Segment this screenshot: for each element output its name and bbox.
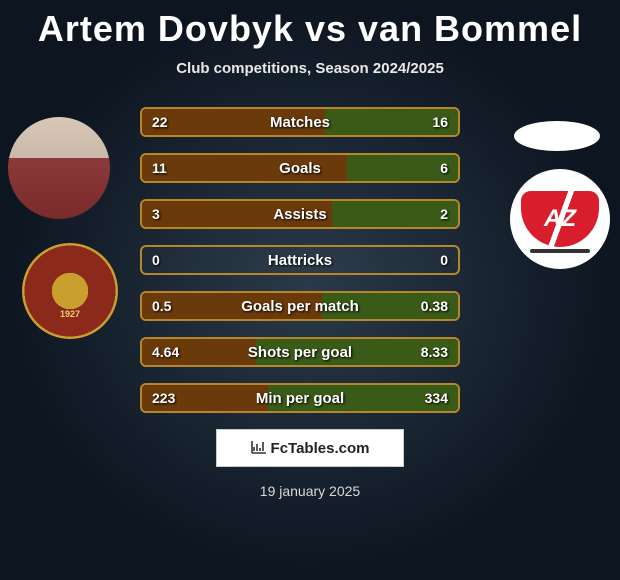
- stat-value-right: 8.33: [421, 344, 448, 360]
- stat-label: Matches: [270, 114, 330, 131]
- footer-brand-badge[interactable]: FcTables.com: [216, 429, 404, 467]
- stat-value-right: 2: [440, 206, 448, 222]
- face-placeholder-icon: [8, 117, 110, 219]
- club-right-logo: AZ: [510, 169, 610, 269]
- stat-value-left: 0: [152, 252, 160, 268]
- stat-value-left: 3: [152, 206, 160, 222]
- chart-icon: [251, 440, 267, 457]
- stat-bar: 22 16 Matches: [140, 107, 460, 137]
- player-left-photo: [8, 117, 110, 219]
- stat-bar: 4.64 8.33 Shots per goal: [140, 337, 460, 367]
- stat-label: Min per goal: [256, 390, 344, 407]
- stat-value-right: 6: [440, 160, 448, 176]
- subtitle: Club competitions, Season 2024/2025: [0, 60, 620, 77]
- stat-bar: 3 2 Assists: [140, 199, 460, 229]
- stat-bar: 0.5 0.38 Goals per match: [140, 291, 460, 321]
- az-text: AZ: [544, 205, 576, 233]
- stat-label: Hattricks: [268, 252, 332, 269]
- roma-badge-icon: 1927: [22, 243, 118, 339]
- stat-value-left: 22: [152, 114, 168, 130]
- stat-value-left: 4.64: [152, 344, 179, 360]
- stat-value-left: 0.5: [152, 298, 171, 314]
- stat-label: Goals: [279, 160, 321, 177]
- stats-bars: 2216Matches116Goals32Assists00Hattricks0…: [140, 107, 460, 413]
- stat-label: Shots per goal: [248, 344, 352, 361]
- footer-brand-text: FcTables.com: [271, 440, 370, 457]
- comparison-content: 1927 AZ 22 16 Matches 11 6 Goals 3 2 Assists 0 0 Ha…: [0, 107, 620, 413]
- az-badge-icon: AZ: [521, 191, 599, 247]
- stat-value-right: 334: [425, 390, 448, 406]
- stat-label: Assists: [273, 206, 326, 223]
- stat-value-left: 223: [152, 390, 175, 406]
- stat-value-right: 0: [440, 252, 448, 268]
- page-title: Artem Dovbyk vs van Bommel: [0, 0, 620, 50]
- player-right-flag: [514, 121, 600, 151]
- stat-bar: 11 6 Goals: [140, 153, 460, 183]
- stat-value-left: 11: [152, 160, 167, 176]
- stat-label: Goals per match: [241, 298, 359, 315]
- footer-date: 19 january 2025: [0, 483, 620, 499]
- stat-bar: 0 0 Hattricks: [140, 245, 460, 275]
- stat-bar: 223 334 Min per goal: [140, 383, 460, 413]
- stat-value-right: 0.38: [421, 298, 448, 314]
- club-left-logo: 1927: [20, 241, 120, 341]
- stat-value-right: 16: [432, 114, 448, 130]
